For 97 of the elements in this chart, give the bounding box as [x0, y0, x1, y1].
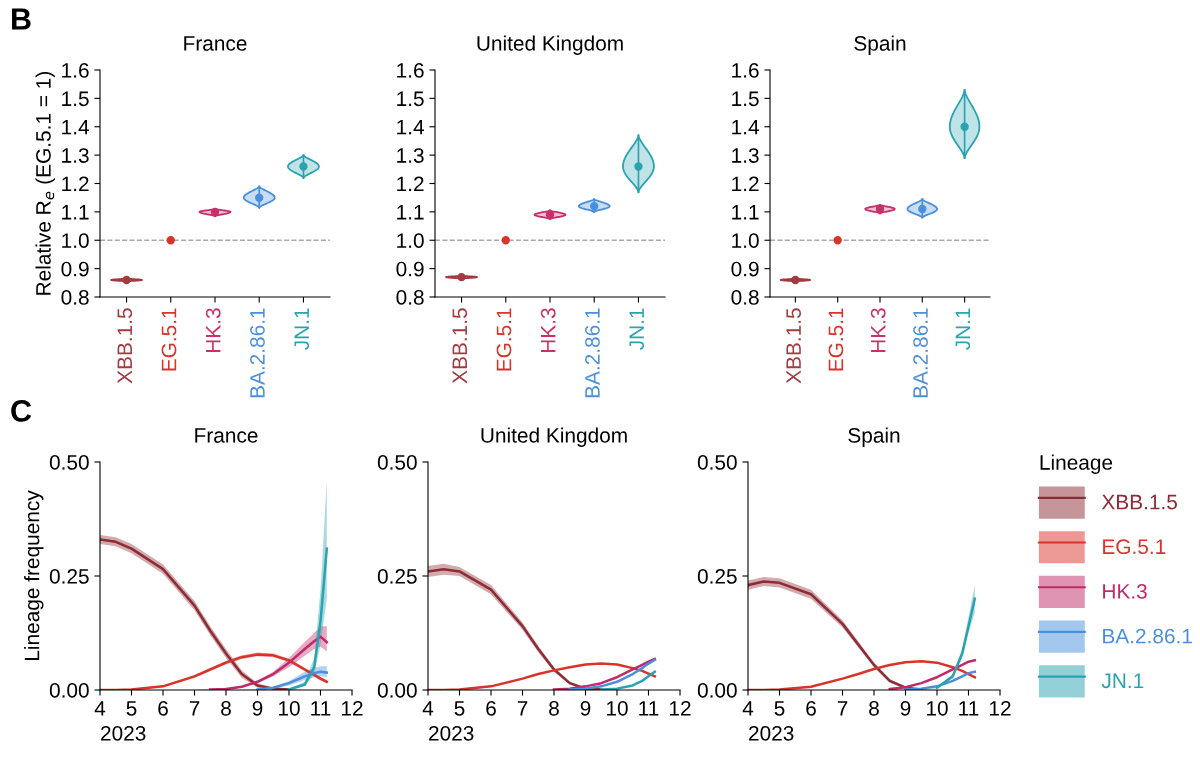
x-tick-label: HK.3: [870, 308, 886, 353]
x-tick-label: 11: [311, 701, 331, 716]
y-tick-label: 0.50: [49, 455, 89, 470]
x-tick-label: 6: [158, 700, 168, 716]
x-tick-label: 9: [900, 700, 911, 716]
y-tick-label: 1.6: [732, 63, 759, 78]
chart-title: Spain: [854, 35, 906, 55]
x-axis-title: 2023: [101, 725, 146, 741]
y-tick-label: 1.6: [62, 63, 89, 78]
chart-title: United Kingdom: [477, 35, 623, 55]
y-tick-label: 1.2: [62, 176, 89, 192]
x-tick-label: 5: [454, 701, 465, 716]
x-tick-label: 6: [806, 700, 816, 716]
y-tick-label: 1.3: [62, 148, 89, 163]
y-tick-label: 1.4: [62, 119, 89, 135]
x-tick-label: 8: [549, 700, 559, 716]
y-tick-label: 1.3: [397, 148, 424, 163]
x-tick-label: BA.2.86.1: [585, 308, 600, 398]
y-tick-label: 1.6: [397, 63, 424, 78]
x-tick-label: 12: [670, 700, 691, 716]
y-tick-label: 1.1: [732, 205, 759, 220]
x-tick-label: 12: [990, 700, 1011, 716]
x-tick-label: 4: [94, 701, 106, 716]
y-tick-label: 0.8: [61, 290, 89, 305]
x-tick-label: EG.5.1: [496, 308, 512, 371]
x-tick-label: 10: [927, 700, 948, 716]
x-tick-label: 4: [742, 701, 754, 716]
y-tick-label: 1.0: [732, 233, 759, 248]
x-tick-label: 11: [639, 701, 659, 716]
y-tick-label: 0.25: [49, 569, 89, 584]
x-tick-label: JN.1: [629, 308, 645, 350]
x-tick-label: XBB.1.5: [786, 308, 801, 384]
legend-label: XBB.1.5: [1101, 494, 1177, 510]
y-tick-label: 0.50: [377, 455, 417, 470]
y-tick-label: 1.5: [732, 91, 759, 107]
y-tick-label: 1.0: [62, 233, 89, 248]
x-tick-label: 8: [221, 700, 231, 716]
legend-label: JN.1: [1101, 673, 1144, 689]
x-tick-label: BA.2.86.1: [913, 308, 928, 398]
x-tick-label: BA.2.86.1: [250, 308, 265, 398]
x-tick-label: 11: [959, 701, 979, 716]
chart-title: France: [195, 428, 258, 443]
y-tick-label: 1.5: [397, 91, 424, 107]
y-tick-label: 1.0: [397, 233, 424, 248]
x-tick-label: 9: [580, 700, 591, 716]
x-tick-label: JN.1: [955, 308, 971, 350]
x-tick-label: HK.3: [205, 308, 221, 353]
x-axis-title: 2023: [749, 725, 794, 741]
legend-label: EG.5.1: [1103, 539, 1166, 555]
chart-title: United Kingdom: [481, 427, 627, 447]
y-tick-label: 0.8: [731, 290, 759, 305]
y-tick-label: 1.4: [397, 119, 424, 135]
text: C: [11, 400, 32, 422]
y-axis-title: Relative R$_{e}$ (EG.5.1 = 1): [35, 72, 55, 295]
x-tick-label: EG.5.1: [161, 308, 177, 371]
x-tick-label: 12: [342, 700, 363, 716]
x-tick-label: 4: [422, 701, 434, 716]
text: B: [12, 8, 31, 30]
x-tick-label: 9: [252, 700, 263, 716]
legend-title: Lineage: [1040, 454, 1113, 474]
x-tick-label: 5: [774, 701, 785, 716]
y-tick-label: 1.3: [732, 148, 759, 163]
x-tick-label: 7: [517, 701, 528, 716]
chart-title: France: [184, 36, 247, 51]
legend-label: BA.2.86.1: [1103, 628, 1192, 644]
x-tick-label: 10: [279, 700, 300, 716]
x-tick-label: 8: [869, 700, 879, 716]
y-tick-label: 0.9: [731, 261, 759, 277]
y-tick-label: 1.1: [397, 205, 424, 220]
y-tick-label: 1.4: [732, 119, 759, 135]
x-axis-title: 2023: [429, 725, 474, 741]
y-tick-label: 0.00: [49, 683, 89, 698]
y-tick-label: 1.5: [62, 91, 89, 107]
x-tick-label: EG.5.1: [828, 308, 844, 371]
y-tick-label: 0.50: [697, 455, 737, 470]
y-tick-label: 1.2: [732, 176, 759, 192]
chart-title: Spain: [848, 427, 900, 447]
x-tick-label: XBB.1.5: [117, 308, 133, 384]
x-tick-label: HK.3: [540, 308, 556, 353]
y-tick-label: 1.1: [62, 205, 89, 220]
x-tick-label: 10: [607, 700, 628, 716]
x-tick-label: 5: [126, 701, 137, 716]
y-tick-label: 0.25: [697, 569, 737, 584]
y-tick-label: 0.8: [396, 290, 424, 305]
y-tick-label: 0.25: [377, 569, 417, 584]
x-tick-label: 6: [486, 700, 496, 716]
y-axis-title: Lineage frequency: [24, 490, 44, 660]
legend-label: HK.3: [1103, 584, 1147, 599]
y-tick-label: 0.00: [697, 683, 737, 698]
x-tick-label: 7: [189, 701, 200, 716]
y-tick-label: 0.9: [61, 261, 89, 277]
y-tick-label: 1.2: [397, 176, 424, 192]
x-tick-label: 7: [837, 701, 848, 716]
y-tick-label: 0.00: [377, 683, 417, 698]
x-tick-label: XBB.1.5: [452, 308, 468, 384]
x-tick-label: JN.1: [294, 308, 310, 350]
y-tick-label: 0.9: [396, 261, 424, 277]
